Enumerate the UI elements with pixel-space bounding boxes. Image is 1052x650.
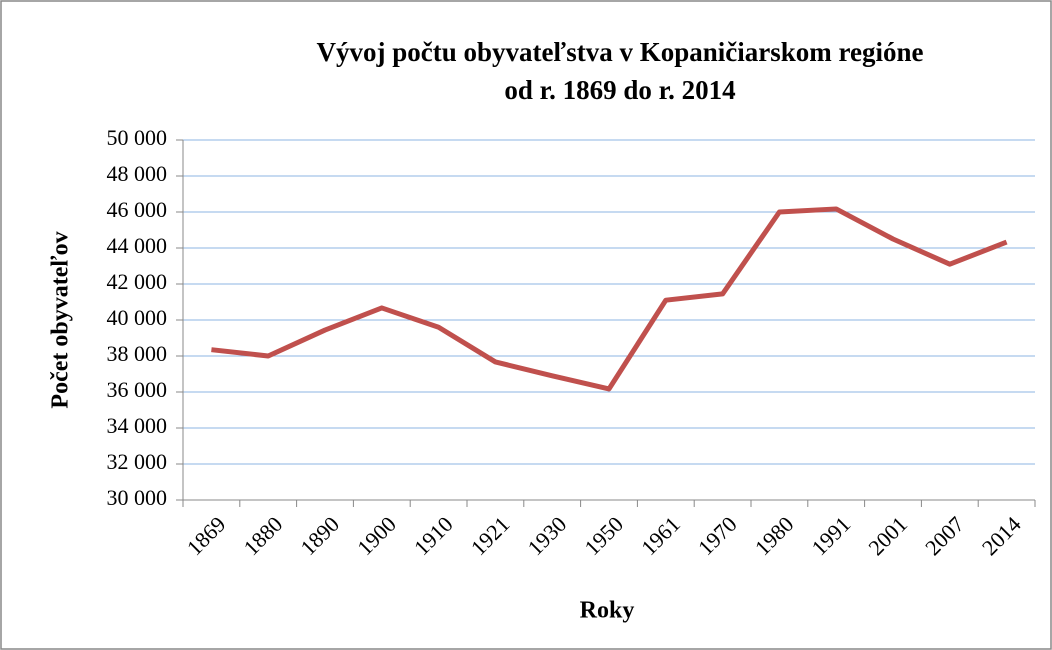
y-tick-label: 42 000 (107, 269, 168, 294)
y-tick-label: 44 000 (107, 233, 168, 258)
y-tick-label: 48 000 (107, 161, 168, 186)
x-axis-label: Roky (580, 598, 635, 624)
y-tick-label: 46 000 (107, 197, 168, 222)
y-axis-label: Počet obyvateľov (48, 231, 74, 408)
y-tick-label: 30 000 (107, 485, 168, 510)
y-tick-label: 50 000 (107, 125, 168, 150)
y-tick-label: 40 000 (107, 305, 168, 330)
line-series (211, 206, 1008, 392)
y-tick-label: 32 000 (107, 449, 168, 474)
y-tick-label: 34 000 (107, 413, 168, 438)
y-tick-label: 38 000 (107, 341, 168, 366)
y-tick-label: 36 000 (107, 377, 168, 402)
chart-title: Vývoj počtu obyvateľstva v Kopaničiarsko… (317, 37, 924, 105)
